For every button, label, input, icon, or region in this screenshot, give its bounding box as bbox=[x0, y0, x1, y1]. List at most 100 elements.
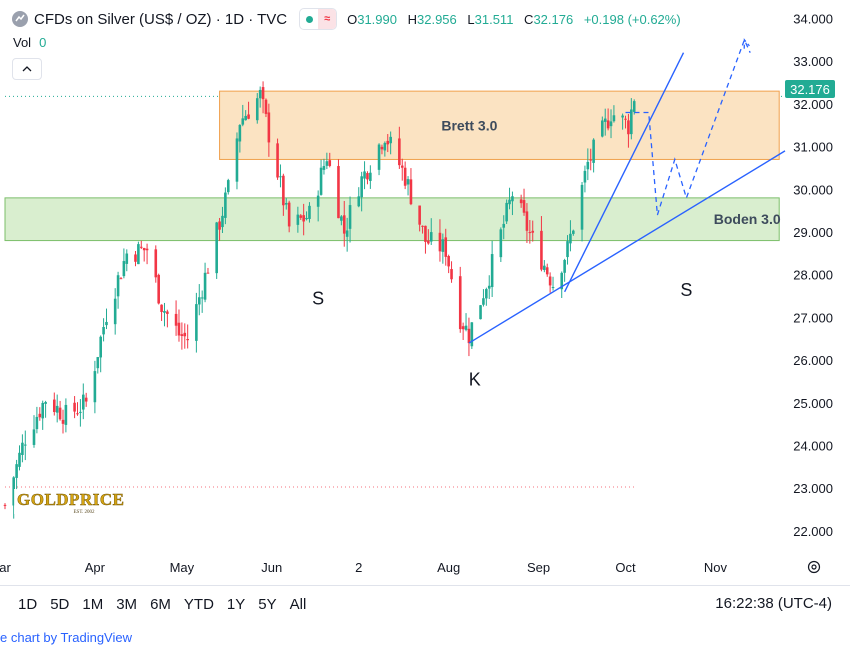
candle bbox=[44, 402, 47, 404]
candle bbox=[345, 230, 349, 237]
candle bbox=[548, 276, 552, 286]
candle bbox=[255, 98, 259, 121]
candle bbox=[177, 322, 181, 336]
candle bbox=[572, 230, 575, 234]
candle bbox=[284, 203, 288, 205]
candle bbox=[99, 336, 102, 358]
candle bbox=[322, 166, 326, 170]
candle bbox=[505, 202, 508, 222]
time-tick-label: ar bbox=[0, 560, 11, 575]
candle bbox=[116, 275, 120, 297]
candle bbox=[64, 404, 68, 425]
candle bbox=[528, 232, 532, 234]
candle bbox=[105, 321, 108, 326]
candle bbox=[261, 87, 265, 100]
candle bbox=[267, 112, 271, 143]
candle bbox=[630, 109, 633, 135]
session-clock[interactable]: 16:22:38 (UTC-4) bbox=[715, 595, 832, 612]
indicator-wave-icon: ≈ bbox=[318, 9, 337, 29]
time-axis[interactable]: ar Apr May Jun 2 Aug Sep Oct Nov bbox=[0, 560, 727, 575]
range-all-button[interactable]: All bbox=[289, 595, 307, 613]
range-1d-button[interactable]: 1D bbox=[18, 595, 38, 613]
boden-zone bbox=[4, 197, 780, 242]
candle bbox=[197, 297, 201, 305]
candle bbox=[61, 419, 65, 424]
candle bbox=[540, 230, 543, 270]
candle bbox=[282, 175, 285, 206]
candle bbox=[609, 121, 613, 127]
candle bbox=[186, 339, 189, 341]
price-tick-label: 27.000 bbox=[793, 310, 833, 325]
candle bbox=[299, 215, 303, 218]
range-5y-button[interactable]: 5Y bbox=[258, 595, 277, 613]
chart-zones: Brett 3.0 Boden 3.0 bbox=[4, 90, 781, 242]
trend-line bbox=[564, 52, 685, 293]
candle bbox=[490, 254, 494, 288]
candle bbox=[560, 272, 564, 290]
candle bbox=[23, 444, 27, 446]
candle bbox=[76, 413, 79, 415]
volume-value: 0 bbox=[39, 35, 47, 50]
symbol-title[interactable]: CFDs on Silver (US$ / OZ) · 1D · TVC bbox=[34, 10, 288, 28]
candle bbox=[166, 311, 169, 314]
candle bbox=[386, 140, 390, 145]
chevron-up-icon bbox=[22, 66, 32, 72]
candle bbox=[41, 402, 44, 419]
candle bbox=[235, 138, 239, 182]
candle bbox=[328, 160, 332, 166]
range-6m-button[interactable]: 6M bbox=[150, 595, 171, 613]
candle bbox=[502, 223, 506, 228]
candle bbox=[221, 215, 224, 228]
candle bbox=[369, 172, 372, 181]
candle bbox=[624, 118, 627, 120]
projection-arrow-head bbox=[743, 38, 750, 49]
candle bbox=[444, 237, 448, 257]
price-tick-label: 25.000 bbox=[793, 396, 833, 411]
low-value: 31.511 bbox=[474, 11, 514, 27]
candle bbox=[84, 397, 88, 402]
brett-zone bbox=[219, 90, 780, 160]
candle bbox=[606, 120, 610, 129]
candle bbox=[551, 287, 555, 289]
candle bbox=[424, 225, 427, 242]
collapse-legend-button[interactable] bbox=[12, 58, 42, 80]
candle bbox=[348, 205, 352, 229]
candle bbox=[580, 184, 584, 230]
pattern-annotation: S bbox=[312, 289, 324, 309]
candle bbox=[627, 120, 630, 135]
candle bbox=[418, 205, 421, 225]
candle bbox=[543, 265, 546, 270]
candle bbox=[377, 144, 381, 170]
candle bbox=[35, 416, 39, 430]
candle bbox=[276, 143, 279, 178]
candle bbox=[145, 248, 149, 251]
range-1y-button[interactable]: 1Y bbox=[226, 595, 246, 613]
candle bbox=[603, 118, 607, 122]
range-ytd-button[interactable]: YTD bbox=[183, 595, 214, 613]
brett-zone-label: Brett 3.0 bbox=[441, 117, 497, 133]
candle bbox=[3, 504, 7, 506]
tradingview-credit-link[interactable]: e chart by TradingView bbox=[0, 630, 132, 645]
candle bbox=[612, 115, 616, 122]
bottom-toolbar: 1D 5D 1M 3M 6M YTD 1Y 5Y All 16:22:38 (U… bbox=[0, 585, 850, 622]
candle bbox=[224, 192, 227, 218]
candle bbox=[429, 232, 433, 242]
candles bbox=[3, 81, 636, 519]
candle bbox=[206, 272, 210, 274]
candle bbox=[438, 232, 442, 252]
price-axis[interactable]: 22.000 23.000 24.000 25.000 26.000 27.000 28.0… bbox=[793, 12, 833, 539]
settings-gear-icon[interactable] bbox=[806, 559, 822, 575]
range-1m-button[interactable]: 1M bbox=[82, 595, 104, 613]
candle bbox=[238, 124, 242, 142]
range-3m-button[interactable]: 3M bbox=[116, 595, 138, 613]
market-status-pill[interactable]: ≈ bbox=[299, 8, 338, 30]
candle bbox=[566, 241, 569, 258]
price-chart[interactable]: Brett 3.0 Boden 3.0 22.000 23.000 24.000 25.… bbox=[0, 0, 850, 585]
candle bbox=[403, 167, 407, 186]
candle bbox=[357, 196, 361, 207]
candle bbox=[400, 165, 404, 168]
price-tick-label: 28.000 bbox=[793, 268, 833, 283]
price-tick-label: 29.000 bbox=[793, 225, 833, 240]
range-5d-button[interactable]: 5D bbox=[50, 595, 70, 613]
